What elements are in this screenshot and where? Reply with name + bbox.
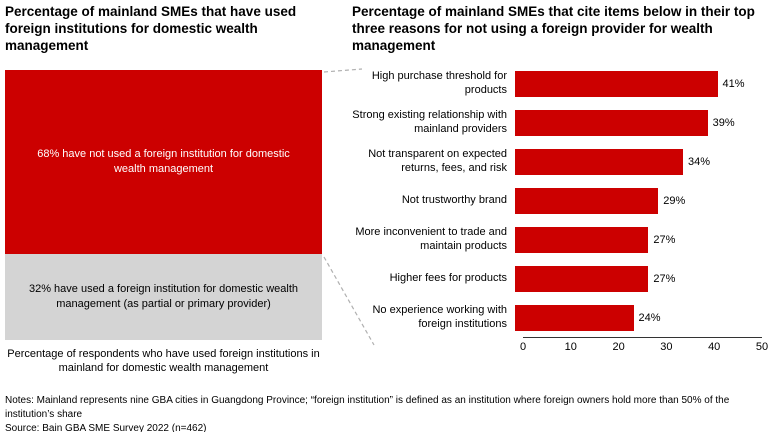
stacked-bar-caption: Percentage of respondents who have used … xyxy=(7,348,320,375)
right-chart-title: Percentage of mainland SMEs that cite it… xyxy=(352,4,755,53)
reason-bar xyxy=(515,109,708,136)
reasons-bar-chart: High purchase threshold for products 41% S… xyxy=(352,64,768,355)
footer-notes: Notes: Mainland represents nine GBA citi… xyxy=(5,394,763,432)
reason-bar xyxy=(515,304,634,331)
reason-bar xyxy=(515,70,718,97)
source-text: Source: Bain GBA SME Survey 2022 (n=462) xyxy=(5,423,207,432)
bar-value-label: 34% xyxy=(687,155,710,168)
x-tick-label: 50 xyxy=(755,341,768,353)
reason-label: Not trustworthy brand xyxy=(401,193,507,206)
reason-bar xyxy=(515,226,649,253)
x-axis: 0 10 20 30 40 50 xyxy=(519,337,768,355)
bar-value-label: 39% xyxy=(712,116,735,129)
reason-label: More inconvenient to trade and maintain … xyxy=(355,226,507,252)
reason-row: No experience working with foreign insti… xyxy=(352,298,762,337)
bar-value-label: 24% xyxy=(638,311,661,324)
stacked-bar-chart: 68% have not used a foreign institution … xyxy=(5,70,322,340)
reason-row: High purchase threshold for products 41% xyxy=(352,64,762,103)
notes-text: Notes: Mainland represents nine GBA citi… xyxy=(5,395,730,420)
stack-segment: 68% have not used a foreign institution … xyxy=(5,70,322,254)
x-tick-label: 0 xyxy=(519,341,527,353)
bar-track: 39% xyxy=(515,109,762,136)
bar-value-label: 27% xyxy=(653,272,676,285)
x-tick-label: 30 xyxy=(660,341,673,353)
bar-value-label: 27% xyxy=(653,233,676,246)
bar-track: 41% xyxy=(515,70,762,97)
bar-rows: High purchase threshold for products 41% S… xyxy=(352,64,762,337)
stack-segment-label: 32% have used a foreign institution for … xyxy=(28,282,299,310)
reason-bar xyxy=(515,148,683,175)
bar-track: 24% xyxy=(515,304,762,331)
reason-label: High purchase threshold for products xyxy=(371,70,507,96)
reason-label: Not transparent on expected returns, fee… xyxy=(368,148,507,174)
x-tick-label: 10 xyxy=(564,341,577,353)
reason-row: Not trustworthy brand 29% xyxy=(352,181,762,220)
reason-bar xyxy=(515,187,659,214)
bar-track: 34% xyxy=(515,148,762,175)
reason-bar xyxy=(515,265,649,292)
bar-track: 29% xyxy=(515,187,762,214)
stack-segment: 32% have used a foreign institution for … xyxy=(5,253,322,340)
x-tick-label: 20 xyxy=(612,341,625,353)
reason-label: No experience working with foreign insti… xyxy=(372,304,507,330)
reason-label: Strong existing relationship with mainla… xyxy=(352,109,507,135)
left-chart-title: Percentage of mainland SMEs that have us… xyxy=(5,4,297,53)
reason-row: Not transparent on expected returns, fee… xyxy=(352,142,762,181)
reason-row: Higher fees for products 27% xyxy=(352,259,762,298)
bar-track: 27% xyxy=(515,226,762,253)
bar-value-label: 41% xyxy=(722,77,745,90)
bar-track: 27% xyxy=(515,265,762,292)
bar-value-label: 29% xyxy=(663,194,686,207)
stack-segment-label: 68% have not used a foreign institution … xyxy=(37,147,290,175)
reason-row: Strong existing relationship with mainla… xyxy=(352,103,762,142)
x-tick-label: 40 xyxy=(708,341,721,353)
reason-label: Higher fees for products xyxy=(389,271,507,284)
reason-row: More inconvenient to trade and maintain … xyxy=(352,220,762,259)
